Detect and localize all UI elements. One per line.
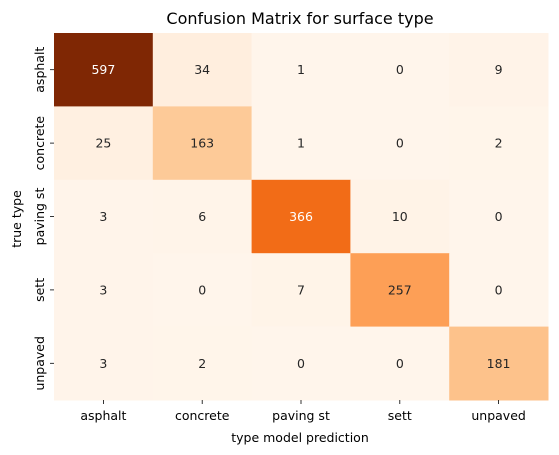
y-tick-label: paving st: [32, 188, 47, 246]
y-tick-label: concrete: [32, 116, 47, 171]
heatmap-cell: [251, 106, 351, 181]
cell-value-label: 10: [392, 209, 408, 224]
cell-value-label: 0: [198, 282, 206, 297]
y-tick-label: asphalt: [32, 47, 47, 93]
heatmap-cell: [350, 253, 450, 328]
heatmap-cell: [54, 326, 154, 401]
heatmap-cell: [251, 179, 351, 254]
heatmap-cell-labels: 597 34 1 0 925 163 1 0 23 6 366 10 03 0 7 257 03 2 0 0 181: [91, 62, 510, 371]
heatmap-cell: [449, 33, 549, 107]
heatmap-cell: [152, 253, 253, 328]
cell-value-label: 597: [91, 62, 115, 77]
heatmap-cell: [449, 253, 549, 328]
x-tick-label: unpaved: [471, 408, 525, 423]
heatmap-cell: [449, 106, 549, 181]
heatmap-cell: [251, 326, 351, 401]
cell-value-label: 0: [396, 356, 404, 371]
chart-title: Confusion Matrix for surface type: [166, 9, 433, 28]
heatmap-cell: [251, 253, 351, 328]
x-axis-label: type model prediction: [231, 430, 369, 445]
cell-value-label: 181: [487, 356, 511, 371]
heatmap-cell: [350, 326, 450, 401]
heatmap-cell: [54, 106, 154, 181]
cell-value-label: 1: [297, 62, 305, 77]
x-tick-label: paving st: [272, 408, 330, 423]
heatmap-cell: [449, 179, 549, 254]
cell-value-label: 0: [396, 136, 404, 151]
cell-value-label: 2: [198, 356, 206, 371]
heatmap-cell: [350, 33, 450, 107]
heatmap-cell: [350, 179, 450, 254]
heatmap-cell: [251, 33, 351, 107]
cell-value-label: 34: [194, 62, 210, 77]
cell-value-label: 6: [198, 209, 206, 224]
cell-value-label: 3: [99, 209, 107, 224]
heatmap-cell: [54, 33, 154, 107]
cell-value-label: 0: [495, 282, 503, 297]
cell-value-label: 163: [190, 136, 214, 151]
heatmap-cell: [152, 326, 253, 401]
heatmap-cell: [152, 179, 253, 254]
cell-value-label: 7: [297, 282, 305, 297]
heatmap-cell: [54, 179, 154, 254]
cell-value-label: 0: [297, 356, 305, 371]
heatmap-cell: [152, 106, 253, 181]
heatmap-cell: [152, 33, 253, 107]
cell-value-label: 3: [99, 356, 107, 371]
heatmap-cell: [449, 326, 549, 401]
y-tick-label: unpaved: [32, 336, 47, 390]
cell-value-label: 0: [396, 62, 404, 77]
cell-value-label: 366: [289, 209, 313, 224]
heatmap-cells: [54, 33, 549, 401]
cell-value-label: 9: [495, 62, 503, 77]
cell-value-label: 257: [388, 282, 412, 297]
x-axis-ticks: asphalt concrete paving st sett unpaved: [80, 400, 526, 423]
y-axis-label: true type: [9, 190, 24, 248]
cell-value-label: 2: [495, 136, 503, 151]
cell-value-label: 1: [297, 136, 305, 151]
y-tick-label: sett: [32, 278, 47, 302]
x-tick-label: concrete: [175, 408, 230, 423]
x-tick-label: sett: [388, 408, 412, 423]
cell-value-label: 3: [99, 282, 107, 297]
heatmap-cell: [54, 253, 154, 328]
heatmap-cell: [350, 106, 450, 181]
x-tick-label: asphalt: [80, 408, 126, 423]
cell-value-label: 0: [495, 209, 503, 224]
cell-value-label: 25: [95, 136, 111, 151]
y-axis-ticks: asphalt concrete paving st sett unpaved: [32, 47, 54, 391]
